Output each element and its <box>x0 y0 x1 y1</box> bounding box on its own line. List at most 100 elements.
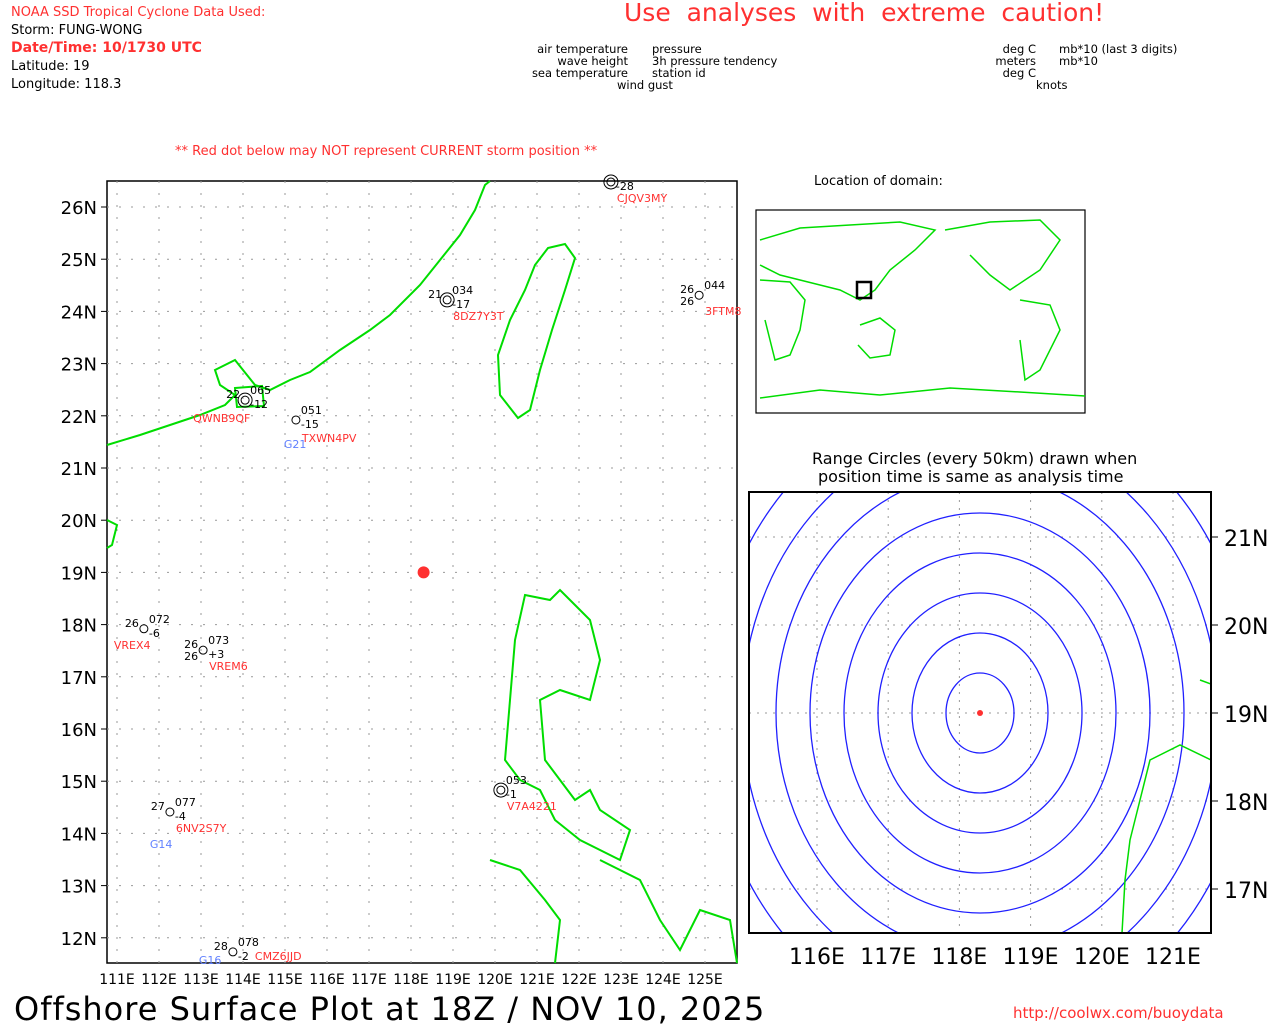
station-id: 6NV2S7Y <box>176 822 227 835</box>
station-pressure: 044 <box>704 279 725 292</box>
caution-banner: Use analyses with extreme caution! <box>624 0 1105 27</box>
lon-label: 118E <box>393 972 429 988</box>
inset-eurasia <box>759 221 937 301</box>
legend-unit-degc-sea: deg C <box>1002 66 1036 80</box>
range-frame <box>748 491 1212 934</box>
station-VREM6[interactable]: 26 073+3 26 VREM6 <box>184 634 248 673</box>
station-marker-icon <box>606 177 616 187</box>
storm-name: Storm: FUNG-WONG <box>11 23 143 38</box>
lat-label: 22N <box>61 407 97 428</box>
lat-label: 16N <box>61 720 97 741</box>
inset-south-america <box>1019 299 1061 382</box>
station-id: QWNB9QF <box>193 412 250 425</box>
station-pressure: 053 <box>506 774 527 787</box>
legend-wave-height: wave height <box>557 54 628 68</box>
station-marker-icon <box>139 624 149 634</box>
legend-unit-mb-last3: mb*10 (last 3 digits) <box>1059 42 1178 56</box>
storm-position-dot[interactable] <box>417 566 430 579</box>
station-tendency: -17 <box>452 298 470 311</box>
station-ring-icon <box>237 392 253 408</box>
range-lon-label: 119E <box>1003 945 1059 970</box>
station-marker-icon <box>198 645 208 655</box>
source-url[interactable]: http://coolwx.com/buoydata <box>1013 1004 1224 1022</box>
station-pressure: 051 <box>301 404 322 417</box>
legend-unit-meters: meters <box>995 54 1036 68</box>
station-air-temp: 26 <box>125 617 139 630</box>
lon-label: 125E <box>687 972 723 988</box>
lon-label: 115E <box>267 972 303 988</box>
range-circle-450km <box>674 353 1280 1024</box>
station-sea-temp: 26 <box>184 650 198 663</box>
coastline-hainan <box>106 519 119 549</box>
storm-datetime: Date/Time: 10/1730 UTC <box>11 40 202 56</box>
lon-label: 119E <box>435 972 471 988</box>
range-lon-label: 117E <box>860 945 916 970</box>
station-marker-icon <box>240 395 250 405</box>
lat-label: 23N <box>61 355 97 376</box>
station-ring-icon <box>603 174 619 190</box>
station-marker-icon <box>442 295 452 305</box>
range-coastline-luzon <box>1121 744 1211 933</box>
range-circle-400km <box>749 492 1211 933</box>
red-dot-note: ** Red dot below may NOT represent CURRE… <box>175 144 598 159</box>
station-air-temp: 22 <box>226 388 240 401</box>
station-gust: G21 <box>284 438 307 451</box>
inset-domain-box <box>855 280 873 300</box>
legend-wind-gust: wind gust <box>617 78 673 92</box>
station-marker-icon <box>496 785 506 795</box>
lon-label: 111E <box>99 972 135 988</box>
coastlines <box>106 180 738 964</box>
data-source-label: NOAA SSD Tropical Cyclone Data Used: <box>11 5 266 20</box>
range-title-1: Range Circles (every 50km) drawn when <box>812 449 1138 468</box>
legend-air-temp: air temperature <box>537 42 628 56</box>
station-marker-icon <box>165 807 175 817</box>
station-id: VREX4 <box>114 639 151 652</box>
legend-sea-temp: sea temperature <box>531 66 628 80</box>
plot-title: Offshore Surface Plot at 18Z / NOV 10, 2… <box>14 990 766 1028</box>
lon-label: 113E <box>183 972 219 988</box>
lon-label: 122E <box>561 972 597 988</box>
range-lat-label: 18N <box>1224 791 1268 816</box>
station-pressure: 073 <box>208 634 229 647</box>
station-3FTM8[interactable]: 26 044 26 3FTM8 <box>680 279 741 318</box>
range-lat-label: 20N <box>1224 615 1268 640</box>
station-pressure: 077 <box>175 796 196 809</box>
lon-label: 120E <box>477 972 513 988</box>
lon-label: 112E <box>141 972 177 988</box>
range-lat-label: 19N <box>1224 703 1268 728</box>
range-circle-300km <box>775 492 1185 933</box>
range-lat-label: 21N <box>1224 527 1268 552</box>
station-pressure: 078 <box>238 936 259 949</box>
legend-unit-degc: deg C <box>1002 42 1036 56</box>
station-tendency: -1 <box>506 788 517 801</box>
inset-antarctica <box>759 387 1086 399</box>
station-CMZ6JJD[interactable]: 28 078-2 CMZ6JJD G16 <box>199 936 302 967</box>
inset-africa <box>759 279 806 361</box>
lat-label: 25N <box>61 250 97 271</box>
range-storm-dot <box>977 710 983 716</box>
station-id: CJQV3MY <box>617 192 668 205</box>
station-ring-icon <box>493 782 509 798</box>
station-gust: G16 <box>199 954 222 967</box>
lat-label: 12N <box>61 929 97 950</box>
station-tendency: -28 <box>616 180 634 193</box>
legend-tendency: 3h pressure tendency <box>652 54 778 68</box>
station-tendency: -4 <box>175 810 186 823</box>
station-tendency: -6 <box>149 627 160 640</box>
range-lon-label: 120E <box>1074 945 1130 970</box>
legend-unit-knots: knots <box>1036 78 1068 92</box>
station-air-temp: 21 <box>428 288 442 301</box>
lon-label: 117E <box>351 972 387 988</box>
legend-unit-mb10: mb*10 <box>1059 54 1098 68</box>
range-circle-250km <box>809 512 1151 914</box>
station-pressure: 065 <box>250 384 271 397</box>
range-circle-200km <box>843 552 1117 874</box>
station-id: 3FTM8 <box>705 305 741 318</box>
